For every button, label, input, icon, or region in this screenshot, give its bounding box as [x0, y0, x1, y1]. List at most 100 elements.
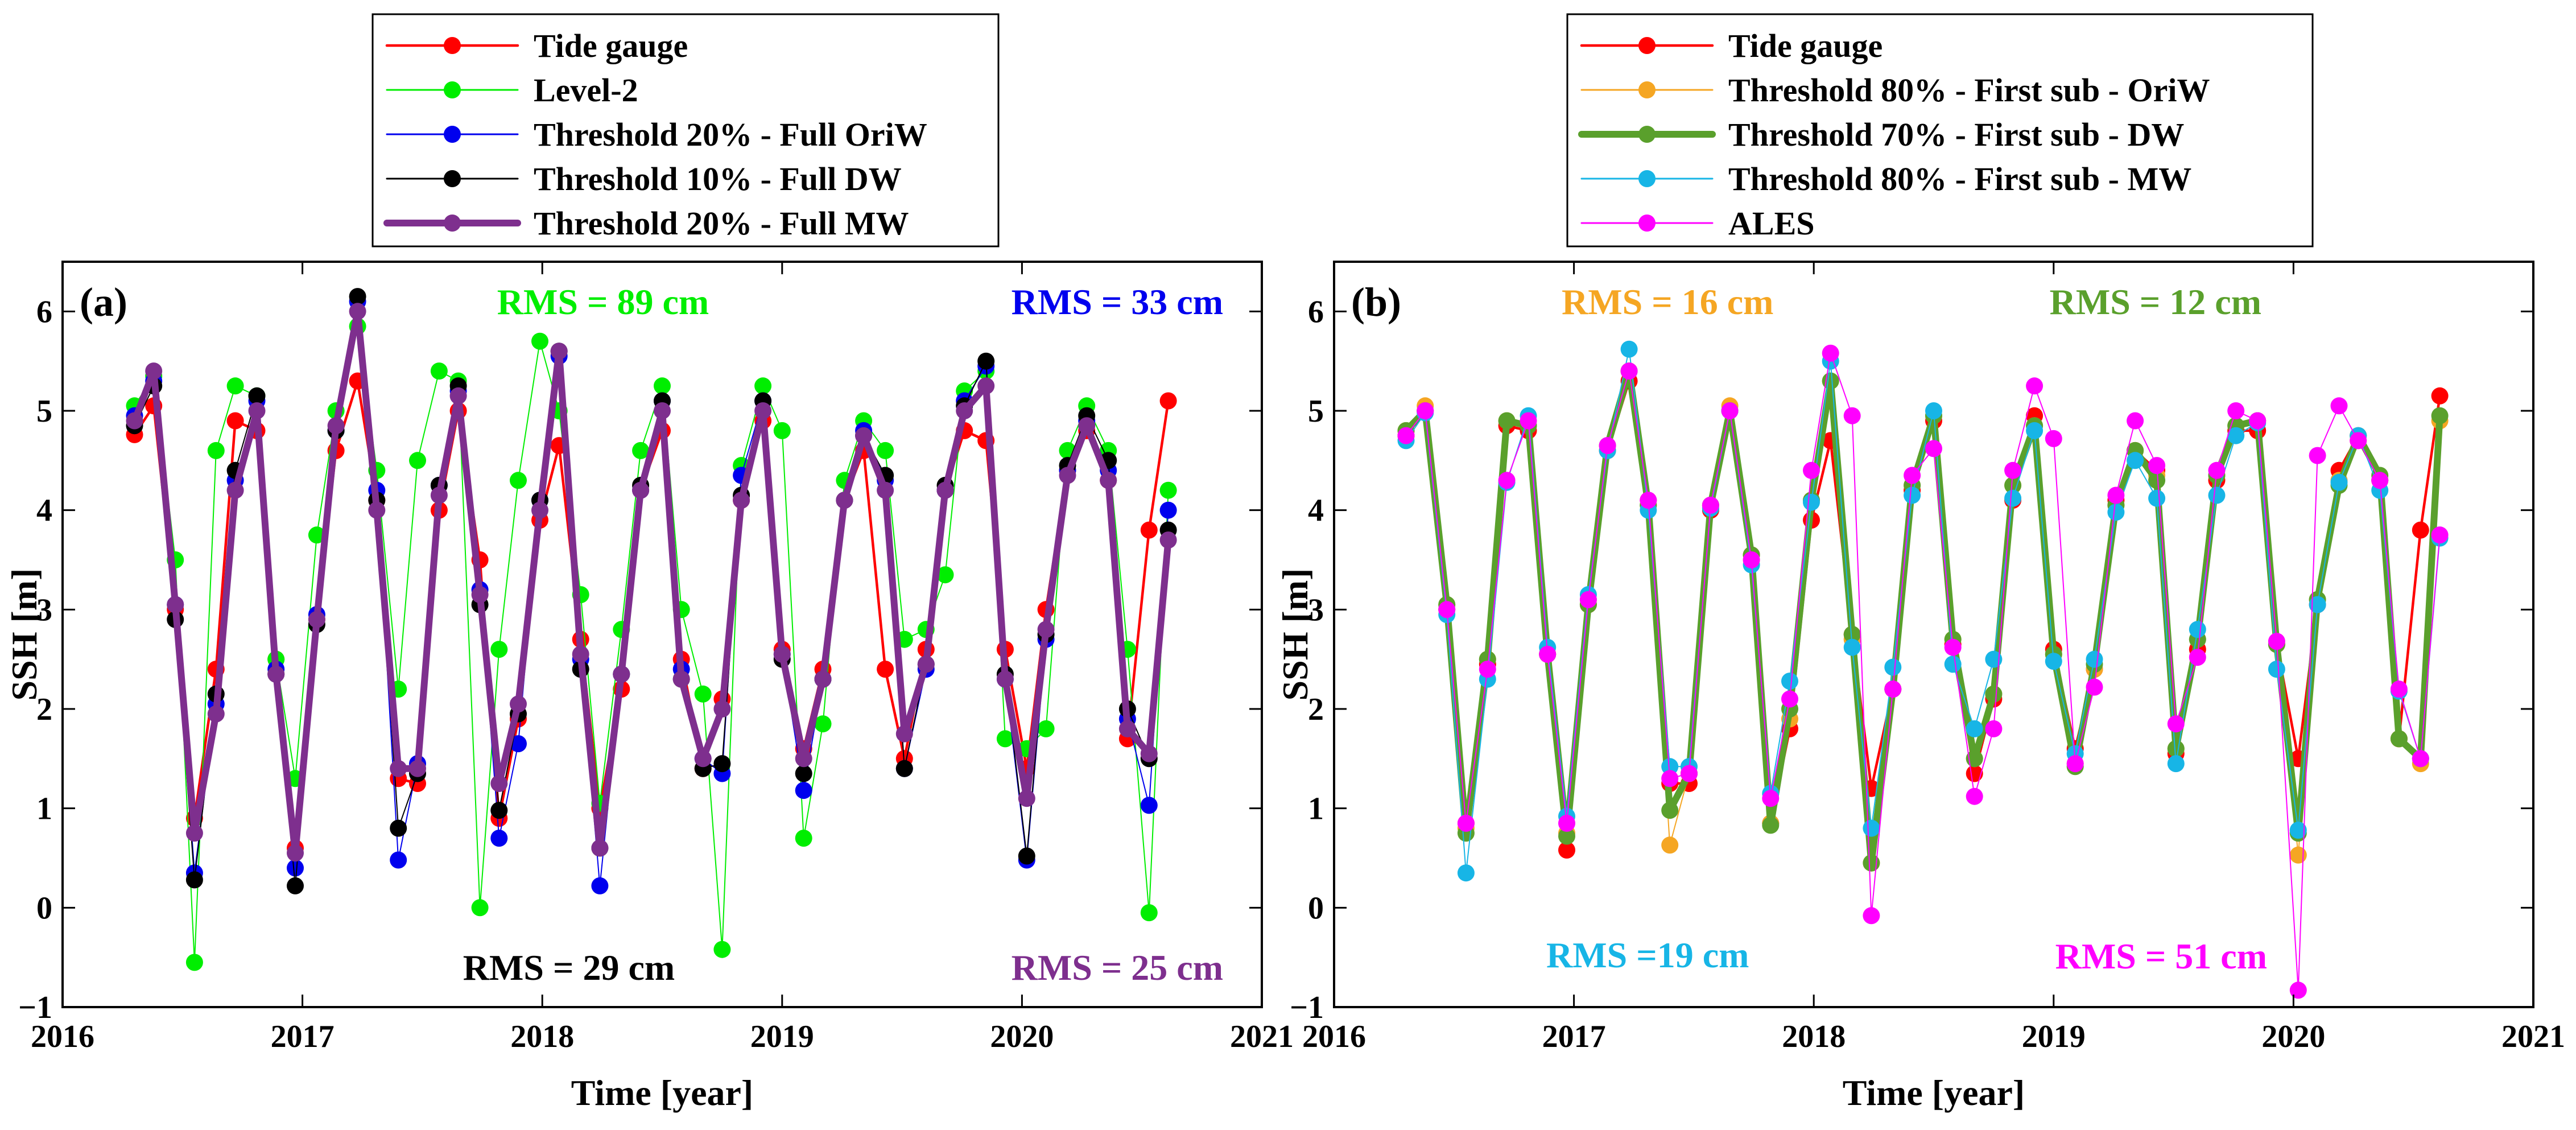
data-point-a-4-9: [308, 611, 325, 628]
data-point-b-4-43: [2268, 633, 2285, 650]
data-point-b-3-37: [2148, 489, 2166, 507]
series-line-a-4: [131, 308, 1172, 857]
legend-swatch-marker-a-4: [444, 215, 461, 232]
data-point-b-4-25: [1904, 467, 1921, 484]
data-point-b-4-16: [1721, 402, 1739, 419]
data-point-b-4-1: [1417, 402, 1434, 419]
rms-annotation-a-2: RMS = 33 cm: [1012, 282, 1223, 322]
data-point-b-4-36: [2127, 412, 2144, 430]
data-point-b-3-41: [2227, 427, 2245, 444]
data-point-a-1-37: [877, 442, 894, 459]
y-tick-label-a-6: 5: [36, 394, 52, 429]
data-point-b-2-5: [1498, 412, 1516, 430]
x-tick-label-b-1: 2017: [1542, 1019, 1606, 1054]
data-point-b-2-28: [1966, 750, 1983, 768]
data-point-a-4-12: [368, 501, 386, 519]
data-point-b-3-28: [1966, 720, 1983, 737]
data-point-b-4-12: [1640, 492, 1657, 509]
data-point-b-4-23: [1863, 907, 1880, 925]
data-point-a-1-34: [814, 715, 832, 733]
panel-a: 2016 2017 2018 2019 2020 2021 −1 0 1 2 3 4 5 6 (a) RM…: [4, 13, 1294, 1113]
data-point-b-4-3: [1457, 814, 1475, 832]
data-point-b-4-40: [2208, 461, 2226, 479]
legend-b: Tide gauge Threshold 80% - First sub - Or…: [1566, 13, 2314, 248]
data-point-b-3-39: [2189, 621, 2206, 638]
y-tick-label-a-1: 0: [36, 890, 52, 926]
data-point-a-4-46: [1059, 467, 1076, 484]
data-point-a-4-5: [226, 481, 244, 499]
data-point-b-4-50: [2412, 750, 2429, 768]
data-point-b-3-19: [1781, 673, 1798, 690]
data-point-a-4-6: [248, 402, 266, 419]
data-point-a-4-3: [185, 824, 203, 842]
data-point-b-4-8: [1558, 814, 1575, 832]
data-point-b-4-27: [1944, 638, 1962, 656]
x-tick-label-b-2: 2018: [1782, 1019, 1846, 1054]
data-point-a-4-16: [449, 387, 467, 405]
data-point-a-2-18: [490, 830, 508, 847]
legend-box-b: [1566, 13, 2314, 248]
data-point-a-4-31: [754, 402, 772, 419]
data-point-a-1-20: [531, 332, 548, 350]
data-point-b-2-30: [2004, 477, 2022, 494]
data-point-a-0-5: [226, 412, 244, 430]
data-point-b-4-51: [2431, 526, 2449, 544]
data-point-a-4-28: [694, 750, 712, 768]
data-point-b-4-19: [1781, 690, 1798, 708]
data-point-a-2-50: [1140, 797, 1158, 814]
rms-annotation-b-4: RMS = 51 cm: [2055, 936, 2267, 976]
data-point-a-4-15: [430, 486, 448, 504]
data-point-b-4-41: [2227, 402, 2245, 419]
y-tick-label-a-0: −1: [18, 990, 52, 1025]
data-point-b-2-38: [2167, 740, 2185, 757]
data-point-a-4-8: [287, 844, 304, 862]
series-line-b-4: [1405, 352, 2441, 991]
data-point-b-4-39: [2189, 649, 2206, 666]
data-point-a-4-32: [773, 645, 791, 663]
data-layer-b: [1397, 340, 2449, 999]
legend-label-a-1: Level-2: [534, 72, 638, 109]
y-tick-label-b-7: 6: [1308, 294, 1324, 329]
data-point-a-0-37: [877, 661, 894, 678]
legend-swatch-marker-b-0: [1638, 37, 1656, 54]
x-tick-label-b-4: 2020: [2261, 1019, 2325, 1054]
panel-label-b: (b): [1351, 279, 1401, 325]
data-point-a-1-9: [308, 526, 325, 544]
data-point-a-4-44: [1018, 790, 1035, 807]
y-tick-label-b-2: 1: [1308, 791, 1324, 827]
data-point-a-2-23: [591, 877, 609, 894]
data-point-b-3-24: [1884, 658, 1902, 676]
legend-label-a-2: Threshold 20% - Full OriW: [534, 116, 927, 153]
data-point-a-4-50: [1140, 745, 1158, 762]
legend-label-a-0: Tide gauge: [534, 27, 688, 64]
series-line-b-3: [1405, 348, 2441, 874]
legend-box-a: [371, 13, 1000, 248]
x-tick-label-a-5: 2021: [1230, 1019, 1294, 1054]
data-point-b-3-40: [2208, 486, 2226, 504]
data-point-b-2-22: [1843, 626, 1861, 643]
legend-label-b-0: Tide gauge: [1728, 27, 1883, 64]
y-tick-label-b-4: 3: [1308, 592, 1324, 628]
data-point-b-3-43: [2268, 661, 2285, 678]
data-point-b-4-37: [2148, 457, 2166, 475]
data-point-b-4-7: [1539, 645, 1557, 663]
data-point-a-2-33: [795, 782, 812, 799]
data-point-b-2-51: [2431, 407, 2449, 424]
data-point-b-3-44: [2289, 822, 2307, 839]
data-point-b-4-38: [2167, 715, 2185, 733]
data-point-b-2-18: [1762, 816, 1780, 834]
data-point-a-4-43: [996, 670, 1014, 688]
data-point-a-4-29: [713, 700, 731, 717]
data-point-a-1-45: [1037, 720, 1055, 737]
data-point-b-1-13: [1661, 836, 1679, 854]
legend-swatch-marker-b-4: [1638, 215, 1656, 232]
data-point-b-3-46: [2330, 473, 2348, 491]
legend-swatch-marker-a-3: [444, 170, 461, 187]
legend-items-a: Tide gauge Level-2 Threshold 20% - Full Or…: [383, 27, 927, 242]
x-tick-label-a-3: 2019: [750, 1019, 814, 1054]
legend-label-a-3: Threshold 10% - Full DW: [534, 160, 902, 197]
data-point-a-3-8: [287, 877, 304, 894]
data-point-b-2-8: [1558, 827, 1575, 845]
y-axis-label-a: SSH [m]: [4, 568, 44, 701]
